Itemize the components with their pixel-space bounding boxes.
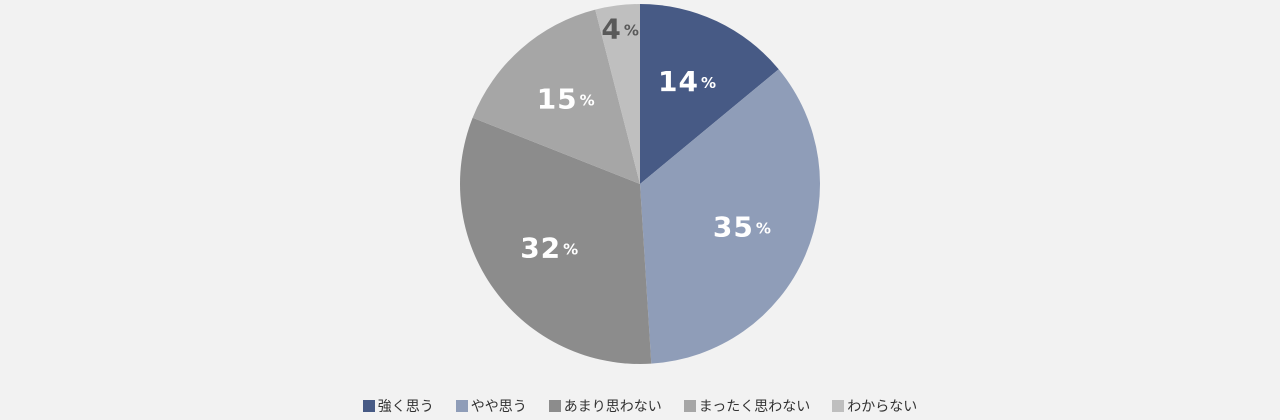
legend-item-1: 強く思う xyxy=(362,396,434,416)
legend-swatch xyxy=(832,400,845,412)
legend-label: やや思う xyxy=(470,399,527,415)
chart-legend: 強く思う やや思う あまり思わない まったく思わない わからない xyxy=(0,396,1280,416)
legend-swatch xyxy=(683,400,696,412)
pie-slice-1 xyxy=(640,4,779,184)
pie-slice-label-5: 4% xyxy=(601,12,640,45)
legend-item-2: やや思う xyxy=(455,396,527,416)
legend-label: わからない xyxy=(847,399,918,415)
legend-swatch xyxy=(548,400,561,412)
legend-label: 強く思う xyxy=(377,399,434,415)
pie-slice-5 xyxy=(595,3,640,184)
pie-slice-label-3: 32% xyxy=(520,232,579,265)
pie-labels: 14 % 35 % 32 % 15 % 4% xyxy=(520,12,772,265)
legend-swatch xyxy=(455,400,468,412)
legend-item-5: わからない xyxy=(832,396,917,416)
pie-slice-2 xyxy=(640,69,820,364)
pie-slices xyxy=(460,3,820,364)
legend-item-4: まったく思わない xyxy=(683,396,811,416)
pie-slice-label-1: 14% xyxy=(658,65,717,98)
pie-slice-label-2: 35% xyxy=(713,210,772,243)
legend-swatch xyxy=(362,400,375,412)
legend-label: まったく思わない xyxy=(698,399,811,415)
legend-item-3: あまり思わない xyxy=(548,396,662,416)
legend-label: あまり思わない xyxy=(563,399,662,415)
pie-slice-3 xyxy=(460,117,652,364)
pie-chart: 14 % 35 % 32 % 15 % 4% xyxy=(460,3,820,364)
pie-slice-label-4: 15% xyxy=(537,82,596,115)
pie-slice-4 xyxy=(472,9,640,185)
